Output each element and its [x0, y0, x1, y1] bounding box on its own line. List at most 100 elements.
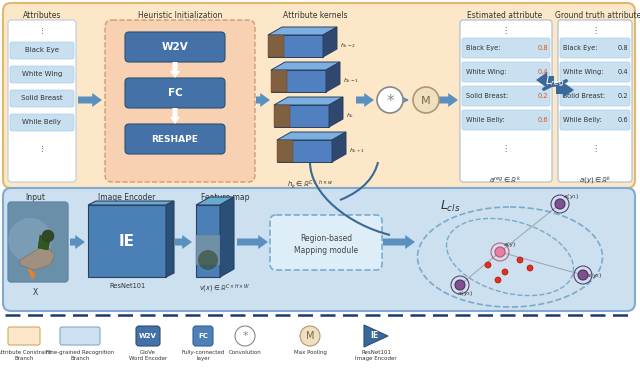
Text: FC: FC — [198, 333, 208, 339]
Text: ResNet101
Image Encoder: ResNet101 Image Encoder — [355, 350, 397, 361]
Circle shape — [377, 87, 403, 113]
Text: 0.8: 0.8 — [538, 45, 548, 51]
Text: Attribute kernels: Attribute kernels — [283, 11, 348, 20]
Text: Solid Breast:: Solid Breast: — [466, 93, 508, 99]
FancyBboxPatch shape — [10, 66, 74, 83]
FancyBboxPatch shape — [8, 202, 68, 282]
Circle shape — [235, 326, 255, 346]
Polygon shape — [175, 235, 192, 249]
Polygon shape — [271, 70, 326, 92]
FancyBboxPatch shape — [125, 32, 225, 62]
Text: ⋮: ⋮ — [501, 25, 509, 34]
Text: *: * — [386, 94, 394, 108]
FancyBboxPatch shape — [3, 188, 635, 311]
Text: Max Pooling: Max Pooling — [294, 350, 326, 355]
Text: $v(x) \in \mathbb{R}^{C \times H \times W}$: $v(x) \in \mathbb{R}^{C \times H \times … — [200, 283, 251, 295]
FancyBboxPatch shape — [460, 20, 552, 182]
Text: $h_k \in \mathbb{R}^{C \times h \times w}$: $h_k \in \mathbb{R}^{C \times h \times w… — [287, 178, 333, 190]
Text: 0.6: 0.6 — [538, 117, 548, 123]
FancyBboxPatch shape — [8, 327, 40, 345]
Text: RESHAPE: RESHAPE — [152, 135, 198, 144]
Text: Image Encoder: Image Encoder — [99, 193, 156, 202]
Text: $a(y) \in \mathbb{R}^k$: $a(y) \in \mathbb{R}^k$ — [579, 175, 611, 187]
Text: 0.2: 0.2 — [618, 93, 628, 99]
Polygon shape — [323, 27, 337, 57]
FancyBboxPatch shape — [462, 110, 550, 130]
FancyBboxPatch shape — [560, 38, 630, 58]
Text: ResNet101: ResNet101 — [109, 283, 145, 289]
Text: $h_{k-2}$: $h_{k-2}$ — [340, 42, 356, 50]
Polygon shape — [28, 268, 36, 280]
Circle shape — [517, 257, 523, 263]
Text: FC: FC — [168, 88, 182, 98]
Polygon shape — [326, 62, 340, 92]
Circle shape — [8, 218, 52, 262]
Polygon shape — [38, 235, 50, 250]
FancyBboxPatch shape — [462, 62, 550, 82]
FancyBboxPatch shape — [105, 20, 255, 182]
Text: $a^{reg} \in \mathbb{R}^k$: $a^{reg} \in \mathbb{R}^k$ — [489, 175, 521, 186]
Text: 0.8: 0.8 — [618, 45, 628, 51]
Text: X: X — [33, 288, 38, 297]
Text: Black Eye: Black Eye — [25, 47, 59, 53]
Polygon shape — [383, 235, 415, 249]
Text: $L_{reg}$: $L_{reg}$ — [545, 75, 564, 89]
Polygon shape — [78, 93, 102, 107]
Polygon shape — [196, 197, 234, 205]
Text: White Wing:: White Wing: — [563, 69, 604, 75]
Text: ⋮: ⋮ — [38, 27, 45, 33]
Polygon shape — [88, 201, 174, 205]
Polygon shape — [556, 82, 574, 98]
Circle shape — [485, 262, 491, 268]
Polygon shape — [268, 35, 323, 57]
FancyBboxPatch shape — [560, 110, 630, 130]
Text: ⋮: ⋮ — [38, 145, 45, 151]
FancyBboxPatch shape — [125, 124, 225, 154]
Polygon shape — [332, 132, 346, 162]
Polygon shape — [170, 62, 180, 78]
FancyBboxPatch shape — [196, 235, 220, 265]
Text: Region-based: Region-based — [300, 233, 352, 242]
Text: 0.4: 0.4 — [538, 69, 548, 75]
Text: Input: Input — [25, 193, 45, 202]
Circle shape — [495, 277, 501, 283]
Polygon shape — [20, 245, 55, 270]
FancyBboxPatch shape — [560, 62, 630, 82]
Text: $a(y_1)$: $a(y_1)$ — [563, 191, 580, 200]
Text: Attributes: Attributes — [23, 11, 61, 20]
Text: White Wing: White Wing — [22, 71, 62, 77]
Polygon shape — [274, 97, 343, 105]
Circle shape — [495, 247, 505, 257]
FancyBboxPatch shape — [8, 202, 68, 282]
Polygon shape — [271, 62, 340, 70]
Polygon shape — [237, 235, 268, 249]
Text: $h_k$: $h_k$ — [346, 111, 355, 120]
FancyBboxPatch shape — [8, 202, 68, 282]
Polygon shape — [274, 105, 329, 127]
FancyBboxPatch shape — [125, 78, 225, 108]
Text: ⋮: ⋮ — [501, 144, 509, 153]
Polygon shape — [256, 93, 270, 107]
Text: Solid Breast: Solid Breast — [21, 95, 63, 101]
FancyBboxPatch shape — [558, 20, 632, 182]
Polygon shape — [268, 27, 337, 35]
Text: M: M — [421, 96, 431, 106]
Text: 0.2: 0.2 — [538, 93, 548, 99]
FancyBboxPatch shape — [193, 326, 213, 346]
Polygon shape — [88, 205, 166, 277]
FancyBboxPatch shape — [274, 105, 290, 127]
Circle shape — [527, 265, 533, 271]
Circle shape — [198, 250, 218, 270]
Circle shape — [502, 269, 508, 275]
FancyBboxPatch shape — [271, 70, 287, 92]
Text: Ground truth attribute: Ground truth attribute — [555, 11, 640, 20]
Polygon shape — [170, 108, 180, 124]
FancyBboxPatch shape — [136, 326, 160, 346]
Text: $h_{k+1}$: $h_{k+1}$ — [349, 147, 365, 156]
Text: IE: IE — [370, 331, 378, 340]
Text: Black Eye:: Black Eye: — [563, 45, 600, 51]
Text: White Wing:: White Wing: — [466, 69, 506, 75]
Text: IE: IE — [119, 233, 135, 248]
FancyBboxPatch shape — [277, 140, 293, 162]
Text: *: * — [242, 331, 248, 341]
